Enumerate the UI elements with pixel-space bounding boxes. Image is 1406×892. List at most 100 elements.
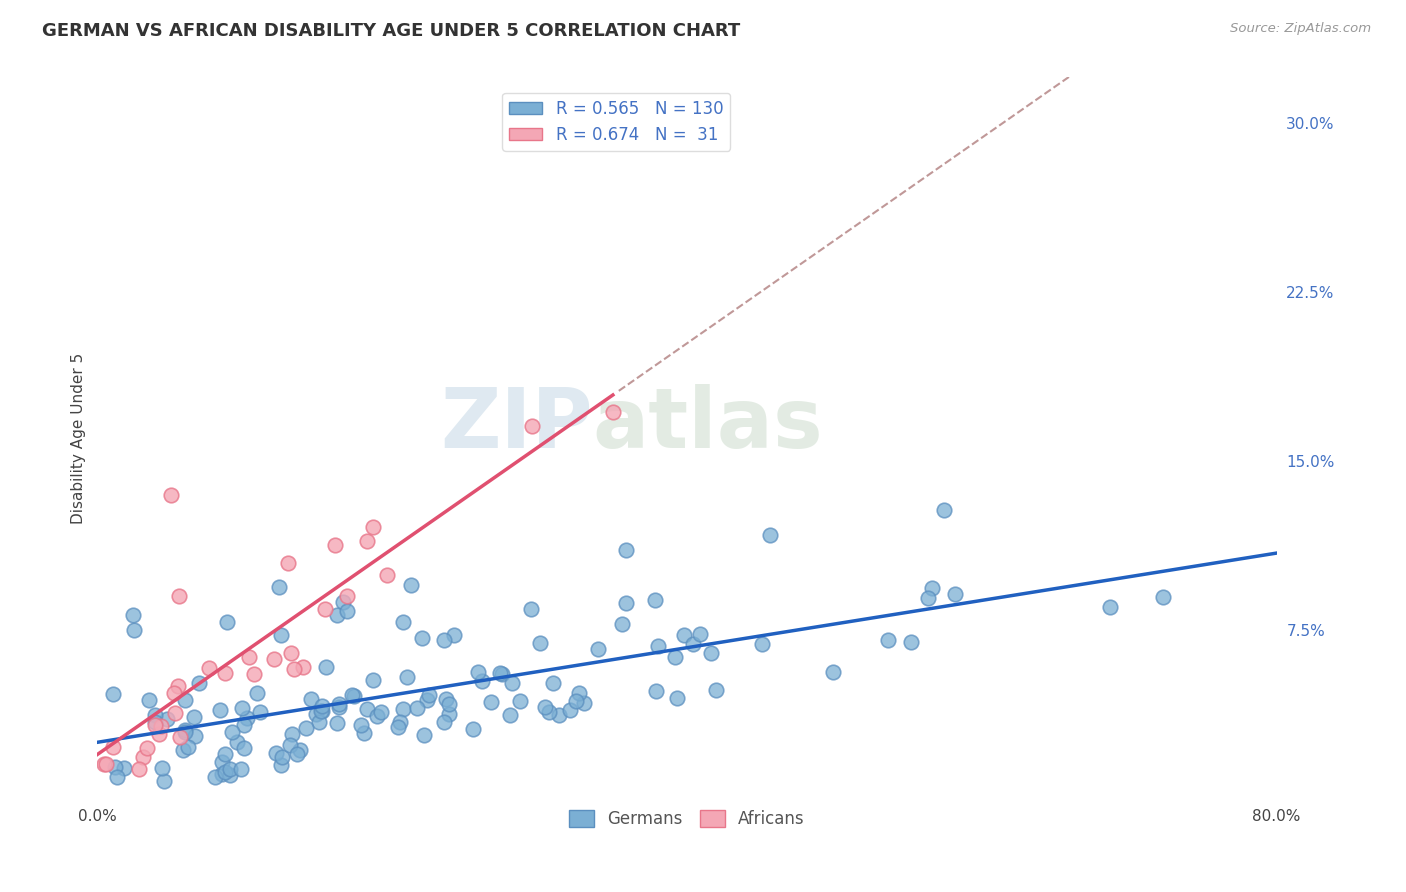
Point <box>221 725 243 739</box>
Point <box>219 762 242 776</box>
Point <box>290 743 312 757</box>
Point <box>246 686 269 700</box>
Point <box>270 757 292 772</box>
Point <box>443 628 465 642</box>
Point <box>264 746 287 760</box>
Point <box>520 602 543 616</box>
Point <box>277 556 299 570</box>
Point <box>399 578 422 592</box>
Point <box>366 708 388 723</box>
Point <box>343 689 366 703</box>
Text: Source: ZipAtlas.com: Source: ZipAtlas.com <box>1230 22 1371 36</box>
Point <box>160 488 183 502</box>
Point <box>363 673 385 687</box>
Point <box>150 761 173 775</box>
Point <box>370 705 392 719</box>
Point <box>644 593 666 607</box>
Point <box>353 726 375 740</box>
Point <box>150 719 173 733</box>
Point <box>263 651 285 665</box>
Point <box>176 739 198 754</box>
Point <box>305 706 328 721</box>
Point <box>214 764 236 779</box>
Point <box>226 735 249 749</box>
Point <box>416 693 439 707</box>
Point <box>271 749 294 764</box>
Point <box>602 405 624 419</box>
Point <box>463 722 485 736</box>
Point <box>232 717 254 731</box>
Point <box>560 703 582 717</box>
Point <box>93 756 115 771</box>
Point <box>479 695 502 709</box>
Point <box>138 692 160 706</box>
Point <box>229 762 252 776</box>
Point <box>437 698 460 712</box>
Point <box>900 634 922 648</box>
Point <box>308 715 330 730</box>
Point <box>328 697 350 711</box>
Point <box>173 723 195 738</box>
Point <box>471 674 494 689</box>
Point <box>311 704 333 718</box>
Point <box>917 591 939 605</box>
Point <box>392 615 415 629</box>
Point <box>499 707 522 722</box>
Point <box>122 607 145 622</box>
Point <box>336 589 359 603</box>
Point <box>538 705 561 719</box>
Point <box>208 703 231 717</box>
Point <box>645 683 668 698</box>
Point <box>491 667 513 681</box>
Point <box>214 666 236 681</box>
Point <box>104 759 127 773</box>
Point <box>124 623 146 637</box>
Point <box>418 688 440 702</box>
Point <box>614 542 637 557</box>
Point <box>232 740 254 755</box>
Text: atlas: atlas <box>592 384 824 465</box>
Point <box>326 608 349 623</box>
Point <box>326 715 349 730</box>
Point <box>375 568 398 582</box>
Point <box>509 694 531 708</box>
Point <box>932 502 955 516</box>
Point <box>315 659 337 673</box>
Point <box>342 688 364 702</box>
Text: ZIP: ZIP <box>440 384 592 465</box>
Point <box>665 691 688 706</box>
Point <box>336 604 359 618</box>
Point <box>411 632 433 646</box>
Point <box>586 641 609 656</box>
Point <box>311 704 333 718</box>
Point <box>217 615 239 630</box>
Point <box>534 699 557 714</box>
Point <box>173 692 195 706</box>
Point <box>325 538 347 552</box>
Point <box>664 650 686 665</box>
Point <box>270 628 292 642</box>
Point <box>278 739 301 753</box>
Point <box>231 701 253 715</box>
Point <box>877 633 900 648</box>
Point <box>291 660 314 674</box>
Point <box>943 587 966 601</box>
Point <box>921 581 943 595</box>
Point <box>673 628 696 642</box>
Point <box>529 636 551 650</box>
Point <box>236 711 259 725</box>
Point <box>163 686 186 700</box>
Point <box>174 725 197 739</box>
Point <box>1099 599 1122 614</box>
Point <box>281 727 304 741</box>
Point <box>1152 591 1174 605</box>
Point <box>568 686 591 700</box>
Y-axis label: Disability Age Under 5: Disability Age Under 5 <box>72 353 86 524</box>
Point <box>163 706 186 721</box>
Point <box>572 696 595 710</box>
Point <box>299 692 322 706</box>
Point <box>361 520 384 534</box>
Legend: Germans, Africans: Germans, Africans <box>562 803 811 835</box>
Point <box>564 693 586 707</box>
Point <box>689 627 711 641</box>
